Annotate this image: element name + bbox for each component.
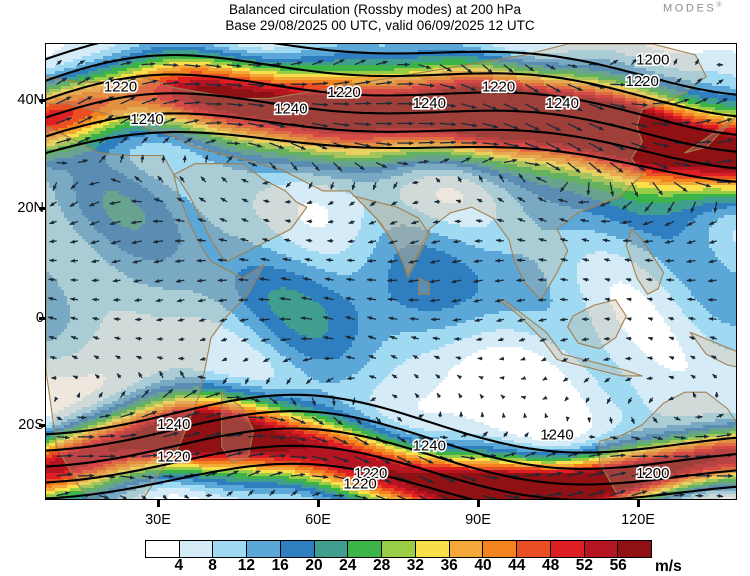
y-tick-mark-0 — [39, 317, 46, 320]
title-line-1: Balanced circulation (Rossby modes) at 2… — [0, 2, 750, 18]
y-tick-mark-20N — [39, 207, 46, 210]
colorbar-tick-56: 56 — [598, 558, 638, 574]
x-tick-label-120E: 120E — [603, 513, 673, 528]
x-tick-mark-60E — [317, 500, 320, 507]
colorbar-cell-52 — [584, 541, 618, 557]
y-tick-label-20N: 20N — [0, 201, 44, 216]
colorbar-cell-44 — [516, 541, 550, 557]
colorbar-cell-28 — [381, 541, 415, 557]
x-tick-mark-30E — [157, 500, 160, 507]
colorbar-cell-8 — [212, 541, 246, 557]
colorbar-cell-32 — [415, 541, 449, 557]
chart-title: Balanced circulation (Rossby modes) at 2… — [0, 2, 750, 33]
y-tick-mark-40N — [39, 99, 46, 102]
colorbar-cell-56 — [617, 541, 651, 557]
x-tick-mark-120E — [637, 500, 640, 507]
title-line-2: Base 29/08/2025 00 UTC, valid 06/09/2025… — [0, 18, 750, 34]
y-tick-label-0: 0 — [0, 311, 44, 326]
colorbar-cell-40 — [482, 541, 516, 557]
y-tick-label-20S: 20S — [0, 418, 44, 433]
colorbar-cell-24 — [347, 541, 381, 557]
y-tick-mark-20S — [39, 424, 46, 427]
y-tick-label-40N: 40N — [0, 93, 44, 108]
colorbar — [145, 540, 652, 558]
colorbar-units: m/s — [655, 558, 682, 576]
colorbar-cell-0 — [146, 541, 179, 557]
x-tick-mark-90E — [477, 500, 480, 507]
colorbar-cell-36 — [449, 541, 483, 557]
colorbar-cell-20 — [314, 541, 348, 557]
x-tick-label-60E: 60E — [283, 513, 353, 528]
colorbar-cell-4 — [179, 541, 213, 557]
colorbar-cell-48 — [550, 541, 584, 557]
x-tick-label-90E: 90E — [443, 513, 513, 528]
colorbar-cell-12 — [246, 541, 280, 557]
colorbar-cell-16 — [280, 541, 314, 557]
x-tick-label-30E: 30E — [123, 513, 193, 528]
